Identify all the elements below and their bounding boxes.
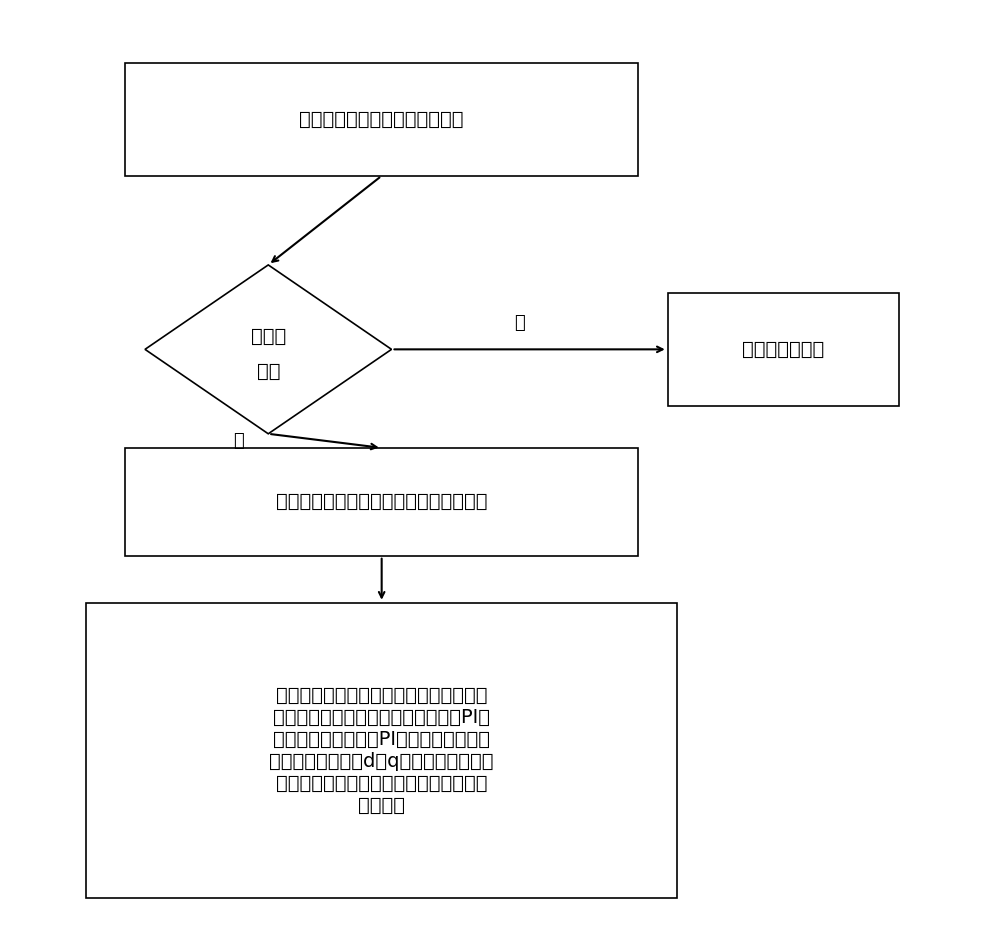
Text: 根据端电压的变化指标生成电压校正信号: 根据端电压的变化指标生成电压校正信号	[276, 492, 487, 511]
Text: 端电压: 端电压	[251, 327, 286, 346]
Polygon shape	[145, 265, 392, 434]
FancyBboxPatch shape	[668, 293, 899, 406]
Text: 不进行附加控制: 不进行附加控制	[742, 340, 825, 359]
FancyBboxPatch shape	[125, 447, 638, 556]
Text: 判断直驱风机的端电压是否上升: 判断直驱风机的端电压是否上升	[299, 110, 464, 129]
Text: 否: 否	[514, 314, 525, 332]
Text: 将电压校正信号作为前馈控制信号附加到
直驱风机网侧变换器电流控制环节中PI控
制器的输出端，校正PI控制器输出的直驱
风机等效内电势的d、q轴分量，以减小等
效: 将电压校正信号作为前馈控制信号附加到 直驱风机网侧变换器电流控制环节中PI控 制…	[269, 685, 494, 815]
Text: 是: 是	[233, 432, 244, 450]
FancyBboxPatch shape	[125, 63, 638, 176]
Text: 上升: 上升	[257, 363, 280, 382]
FancyBboxPatch shape	[86, 603, 677, 898]
